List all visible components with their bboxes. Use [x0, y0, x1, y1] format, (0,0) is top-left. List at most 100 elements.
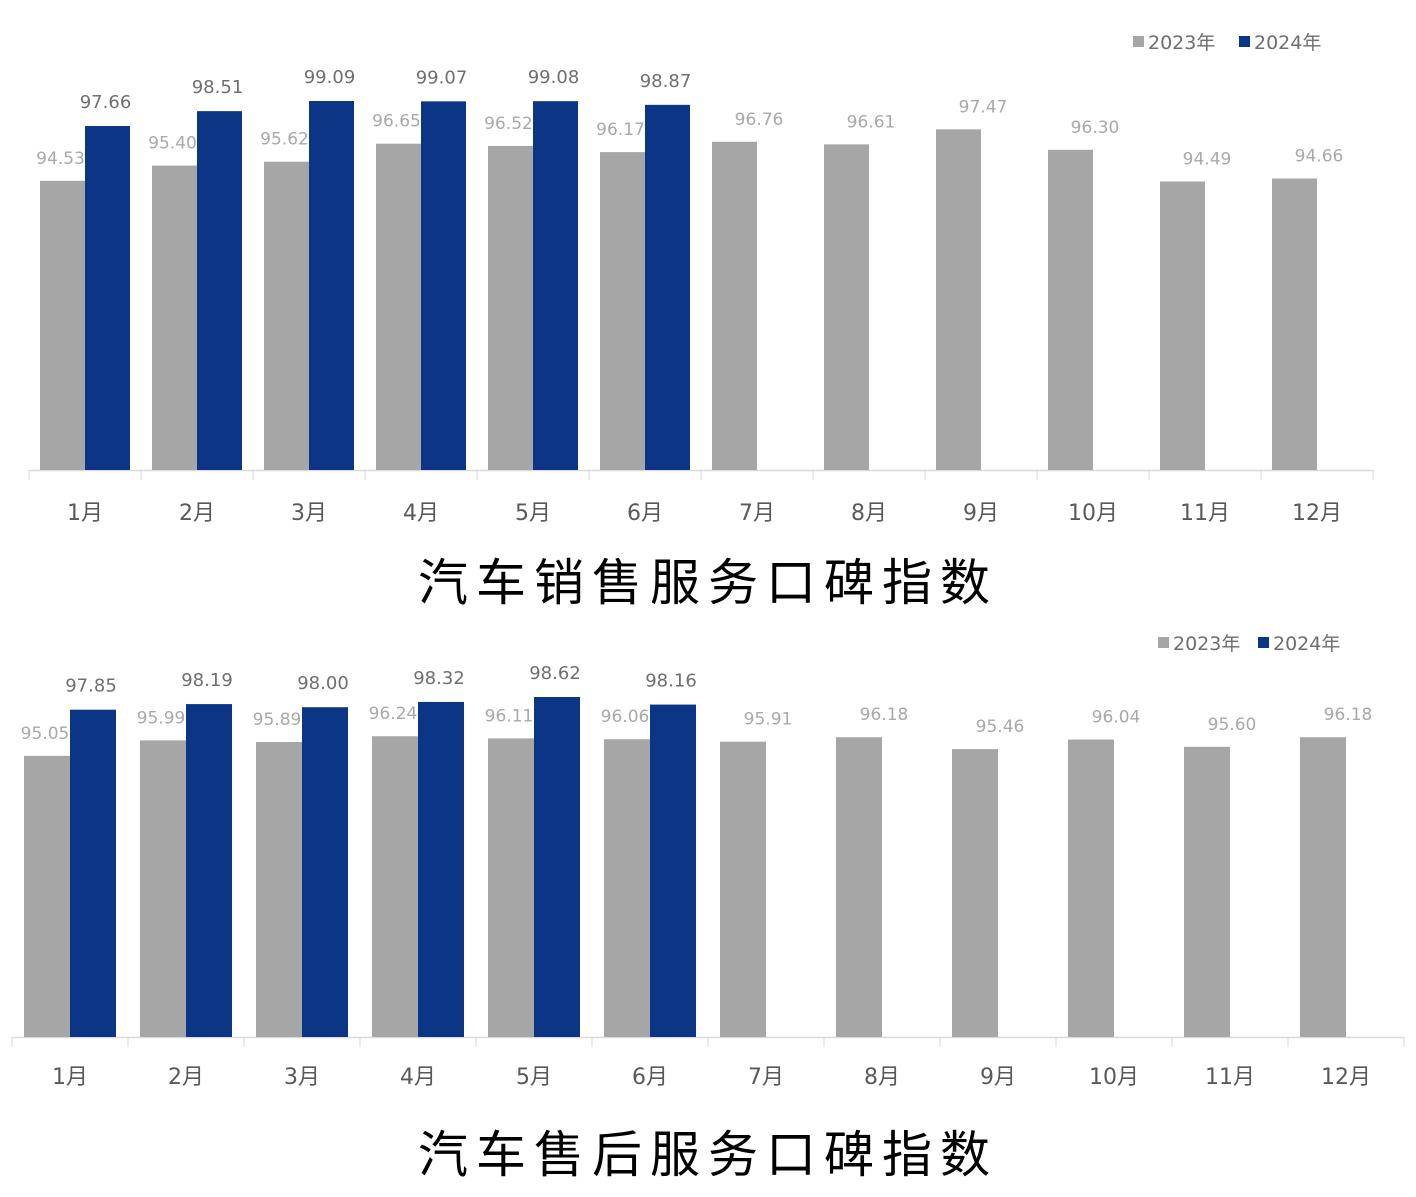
- legend-2023-swatch: [1158, 637, 1169, 648]
- chart-title: 汽车售后服务口碑指数: [418, 1126, 998, 1184]
- bar-2024: [197, 111, 242, 470]
- legend-2023-swatch: [1133, 36, 1144, 47]
- bar-2023: [1160, 181, 1205, 470]
- x-tick-label: 3月: [284, 1065, 320, 1090]
- data-label-2023: 95.62: [260, 130, 309, 150]
- x-tick-label: 4月: [403, 501, 439, 526]
- x-tick-label: 5月: [516, 1065, 552, 1090]
- x-tick-label: 7月: [739, 501, 775, 526]
- data-label-2023: 96.04: [1092, 708, 1141, 728]
- bar-2023: [720, 741, 766, 1037]
- bar-2023: [152, 165, 197, 470]
- bar-2023: [1272, 178, 1317, 470]
- bar-2024: [309, 101, 354, 470]
- sales-service-chart: 2023年 2024年 94.53 97.66 1月 95.40 98.51 2月 95.62 9…: [28, 32, 1374, 612]
- bar-2023: [824, 144, 869, 470]
- data-label-2023: 95.89: [253, 710, 302, 730]
- bar-2023: [488, 145, 533, 470]
- bar-2023: [952, 749, 998, 1037]
- bar-2024: [421, 101, 466, 471]
- x-tick-label: 6月: [627, 501, 663, 526]
- x-tick-label: 11月: [1180, 501, 1230, 526]
- bar-2023: [140, 740, 186, 1037]
- data-label-2023: 96.65: [372, 112, 421, 132]
- x-tick-label: 1月: [52, 1065, 88, 1090]
- legend: 2023年 2024年: [1158, 633, 1340, 655]
- data-label-2024: 99.07: [416, 67, 468, 88]
- after-sales-service-chart: 2023年 2024年 95.05 97.85 1月 95.99 98.19 2月 95.89 9…: [11, 633, 1405, 1184]
- bar-2023: [376, 143, 421, 470]
- bar-2023: [1048, 149, 1093, 471]
- data-label-2023: 97.47: [959, 97, 1008, 117]
- data-label-2023: 95.60: [1208, 715, 1257, 735]
- data-label-2024: 99.08: [528, 67, 580, 88]
- x-tick-label: 7月: [748, 1065, 784, 1090]
- bar-2023: [40, 180, 85, 470]
- bar-2023: [372, 736, 418, 1037]
- data-label-2023: 96.11: [485, 706, 534, 726]
- x-tick-label: 2月: [179, 501, 215, 526]
- bar-2023: [936, 129, 981, 470]
- data-label-2024: 98.87: [640, 71, 692, 92]
- x-tick-label: 2月: [168, 1065, 204, 1090]
- chart-title: 汽车销售服务口碑指数: [418, 554, 998, 612]
- data-label-2023: 95.91: [744, 710, 793, 730]
- bar-2024: [418, 701, 464, 1037]
- legend-2023-label: 2023年: [1173, 633, 1240, 655]
- x-tick-label: 5月: [515, 501, 551, 526]
- bar-2024: [533, 101, 578, 471]
- data-label-2023: 96.18: [1324, 705, 1373, 725]
- legend: 2023年 2024年: [1133, 32, 1321, 54]
- bar-2023: [24, 755, 70, 1037]
- x-tick-label: 1月: [67, 501, 103, 526]
- x-tick-label: 10月: [1089, 1065, 1139, 1090]
- bar-2023: [604, 739, 650, 1037]
- x-tick-label: 10月: [1068, 501, 1118, 526]
- bar-2024: [70, 709, 116, 1037]
- bar-2023: [712, 141, 757, 470]
- bar-2024: [302, 707, 348, 1037]
- x-tick-label: 8月: [864, 1065, 900, 1090]
- bar-2024: [85, 126, 130, 471]
- legend-2023-label: 2023年: [1148, 32, 1215, 54]
- data-label-2024: 98.32: [413, 668, 465, 689]
- x-tick-label: 4月: [400, 1065, 436, 1090]
- bar-2023: [600, 152, 645, 471]
- data-label-2023: 96.61: [847, 112, 896, 132]
- bar-2023: [1300, 737, 1346, 1037]
- data-label-2023: 94.66: [1295, 147, 1344, 167]
- data-label-2024: 99.09: [304, 67, 356, 88]
- data-label-2023: 95.05: [21, 724, 70, 744]
- bar-2023: [256, 742, 302, 1037]
- bar-2023: [836, 737, 882, 1037]
- x-tick-label: 6月: [632, 1065, 668, 1090]
- data-label-2023: 95.40: [148, 134, 197, 154]
- legend-2024-label: 2024年: [1273, 633, 1340, 655]
- data-label-2023: 94.49: [1183, 149, 1232, 169]
- x-tick-label: 3月: [291, 501, 327, 526]
- x-tick-label: 12月: [1321, 1065, 1371, 1090]
- bar-2023: [1184, 746, 1230, 1037]
- data-label-2023: 96.76: [735, 110, 784, 130]
- legend-2024-swatch: [1258, 637, 1269, 648]
- data-label-2024: 97.66: [80, 92, 132, 113]
- bar-2024: [534, 697, 580, 1037]
- data-label-2023: 94.53: [36, 149, 85, 169]
- data-label-2024: 97.85: [65, 676, 117, 697]
- data-label-2024: 98.62: [529, 663, 581, 684]
- legend-2024-label: 2024年: [1254, 32, 1321, 54]
- data-label-2023: 96.17: [596, 120, 645, 140]
- data-label-2024: 98.19: [181, 670, 233, 691]
- x-tick-label: 8月: [851, 501, 887, 526]
- data-label-2023: 96.06: [601, 707, 650, 727]
- data-label-2024: 98.00: [297, 673, 349, 694]
- data-label-2023: 96.18: [860, 705, 909, 725]
- x-tick-label: 9月: [963, 501, 999, 526]
- x-tick-label: 9月: [980, 1065, 1016, 1090]
- data-label-2024: 98.51: [192, 77, 244, 98]
- x-tick-label: 11月: [1205, 1065, 1255, 1090]
- data-label-2023: 95.46: [976, 717, 1025, 737]
- bar-2024: [186, 704, 232, 1037]
- data-label-2023: 96.24: [369, 704, 418, 724]
